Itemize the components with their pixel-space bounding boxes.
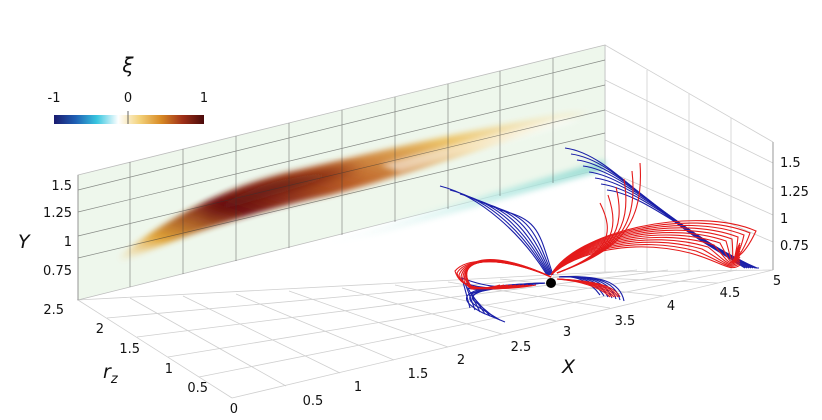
- y-tick-1.5: 1.5: [51, 179, 72, 194]
- field-line-blue: [499, 209, 554, 276]
- back-tick-1.25: 1.25: [780, 185, 809, 200]
- rz-tick-1: 1: [165, 362, 173, 377]
- magnetic-field-lines: [439, 147, 759, 323]
- rz-tick-2.5: 2.5: [43, 303, 64, 318]
- field-line-red: [550, 220, 757, 276]
- rz-tick-0: 0: [230, 402, 238, 417]
- field-line-blue: [479, 201, 552, 276]
- field-line-blue: [469, 197, 551, 276]
- field-line-red: [550, 222, 751, 276]
- x-tick-1: 1: [354, 380, 362, 395]
- field-line-blue: [466, 282, 546, 323]
- field-line-red: [550, 234, 741, 276]
- y-axis-label: Y: [18, 231, 31, 253]
- field-line-blue: [459, 193, 550, 276]
- colorbar-tick-min: -1: [48, 91, 61, 106]
- field-line-red: [550, 227, 741, 276]
- field-line-red: [556, 278, 621, 298]
- back-tick-0.75: 0.75: [780, 239, 809, 254]
- field-line-blue: [489, 205, 553, 276]
- field-line-red: [550, 244, 741, 276]
- colorbar-tick-max: 1: [200, 91, 208, 106]
- rz-axis-label: rz: [103, 361, 119, 387]
- x-tick-4.5: 4.5: [720, 286, 741, 301]
- x-tick-2: 2: [457, 353, 465, 368]
- x-axis-label: X: [561, 356, 576, 378]
- field-line-red: [550, 241, 741, 276]
- rz-tick-0.5: 0.5: [187, 381, 208, 396]
- colorbar-tick-mid: 0: [124, 91, 132, 106]
- field-line-red: [550, 246, 741, 276]
- x-tick-1.5: 1.5: [408, 367, 429, 382]
- null-point-marker: [546, 278, 556, 288]
- y-tick-1.25: 1.25: [43, 206, 72, 221]
- x-tick-3.5: 3.5: [615, 314, 636, 329]
- x-tick-2.5: 2.5: [511, 340, 532, 355]
- x-tick-5: 5: [773, 274, 781, 289]
- x-tick-4: 4: [667, 299, 675, 314]
- back-tick-1.5: 1.5: [780, 156, 801, 171]
- colorbar-symbol: ξ: [121, 53, 134, 77]
- field-line-red: [550, 236, 741, 276]
- y-axis: 1.5 1.25 1 0.75 Y: [18, 175, 79, 300]
- x-axis: 0.5 1 1.5 2 2.5 3 3.5 4 4.5 5 X: [303, 274, 781, 409]
- rz-axis: 2.5 2 1.5 1 0.5 0 rz: [43, 303, 238, 417]
- rz-tick-1.5: 1.5: [119, 342, 140, 357]
- field-line-blue: [558, 276, 625, 302]
- field-line-red: [556, 162, 642, 274]
- y-tick-1: 1: [64, 235, 72, 250]
- y-tick-0.75: 0.75: [43, 264, 72, 279]
- field-line-red: [466, 259, 552, 290]
- back-z-axis: 1.5 1.25 1 0.75: [772, 142, 809, 270]
- field-line-red: [550, 224, 745, 276]
- field-line-red: [550, 239, 741, 276]
- field-line-red: [550, 232, 741, 276]
- colorbar-bar: [54, 115, 204, 124]
- x-tick-3: 3: [563, 325, 571, 340]
- colorbar: ξ -1 0 1: [48, 53, 208, 124]
- x-tick-0.5: 0.5: [303, 394, 324, 409]
- field-line-blue: [606, 189, 759, 269]
- rz-tick-2: 2: [96, 322, 104, 337]
- field-line-red: [550, 229, 741, 276]
- back-tick-1: 1: [780, 212, 788, 227]
- field-slice: [77, 44, 606, 301]
